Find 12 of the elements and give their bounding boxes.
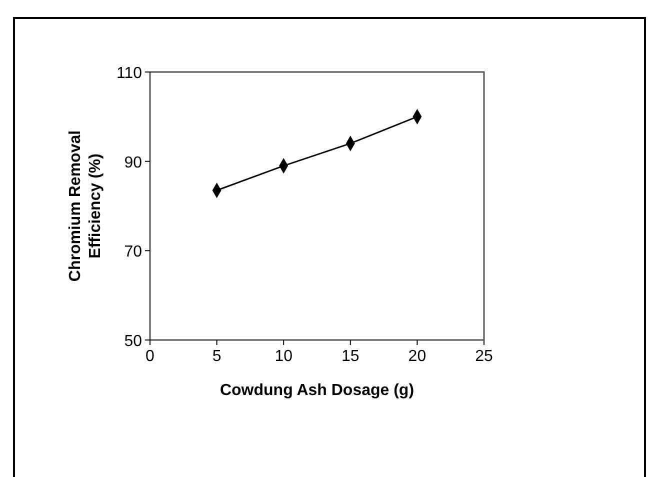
y-axis-title: Chromium Removal Efficiency (%) — [67, 130, 104, 282]
x-tick-label: 15 — [342, 348, 360, 365]
y-tick-label: 110 — [116, 65, 142, 82]
y-tick-label: 70 — [124, 244, 142, 261]
x-tick-label: 0 — [146, 348, 155, 365]
x-axis-title: Cowdung Ash Dosage (g) — [220, 382, 414, 399]
x-tick-label: 10 — [274, 348, 293, 365]
x-tick-label: 5 — [212, 348, 222, 365]
y-tick-label: 90 — [124, 154, 142, 172]
x-tick-label: 25 — [475, 348, 493, 365]
y-tick-label: 50 — [124, 333, 142, 350]
x-tick-label: 20 — [408, 348, 426, 365]
